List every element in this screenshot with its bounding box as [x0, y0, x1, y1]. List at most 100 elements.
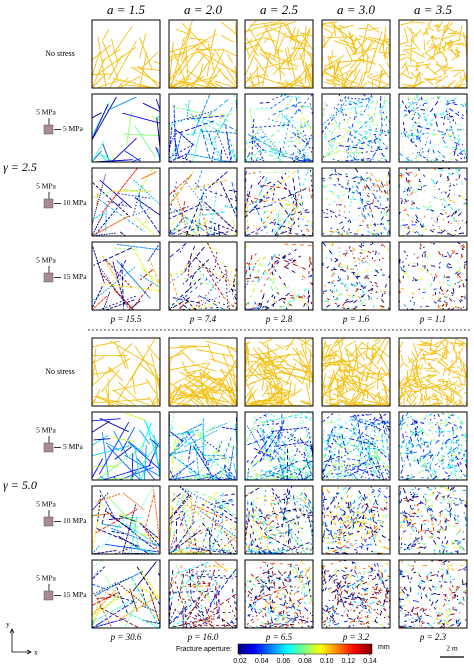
fracture: [380, 289, 383, 310]
fracture: [447, 212, 455, 224]
fracture: [91, 445, 132, 457]
fracture: [368, 128, 385, 134]
fracture: [407, 202, 414, 209]
fracture: [370, 526, 376, 542]
fracture: [452, 400, 458, 407]
fracture: [331, 568, 338, 574]
fracture: [433, 613, 443, 617]
panel-border: [244, 485, 314, 555]
panel-border: [321, 241, 391, 311]
fracture: [91, 356, 105, 364]
fracture: [398, 604, 406, 610]
fracture: [271, 273, 276, 292]
fracture: [369, 527, 379, 539]
fracture: [342, 366, 346, 396]
fracture: [333, 184, 352, 190]
fracture: [170, 401, 188, 407]
fracture: [459, 202, 467, 205]
fracture: [259, 427, 288, 456]
fracture: [353, 287, 374, 304]
fracture: [410, 116, 414, 122]
fracture: [406, 173, 418, 185]
fracture: [367, 99, 374, 110]
fracture: [434, 113, 439, 132]
fracture: [452, 218, 460, 225]
fracture: [379, 413, 391, 432]
fracture: [244, 43, 260, 77]
fracture: [91, 513, 98, 518]
fracture: [370, 486, 378, 505]
fracture: [427, 19, 433, 26]
fracture: [259, 293, 265, 311]
fracture: [412, 599, 426, 604]
fracture: [406, 56, 417, 63]
fracture: [370, 402, 388, 406]
fracture: [181, 263, 188, 276]
fracture: [421, 502, 423, 507]
fracture: [346, 534, 360, 536]
fracture: [321, 607, 329, 620]
fracture: [417, 188, 428, 192]
fracture: [172, 371, 197, 385]
fracture: [113, 381, 150, 392]
fracture: [307, 625, 314, 629]
fracture: [304, 64, 314, 82]
fracture: [445, 26, 457, 33]
fracture: [264, 603, 297, 628]
fracture: [363, 353, 379, 370]
fracture: [427, 374, 437, 377]
fracture: [415, 73, 419, 78]
fracture: [332, 368, 342, 394]
fracture: [168, 77, 192, 89]
fracture: [168, 174, 193, 196]
fracture: [260, 619, 297, 629]
fracture: [351, 458, 373, 471]
fracture: [414, 221, 427, 229]
fracture: [321, 376, 337, 399]
fracture: [109, 40, 137, 89]
fracture: [178, 44, 201, 76]
fracture: [455, 550, 463, 555]
fracture: [398, 548, 409, 553]
fracture: [356, 451, 362, 475]
fracture: [145, 530, 161, 555]
fracture: [421, 514, 426, 526]
fracture: [321, 581, 327, 594]
fracture: [291, 47, 305, 49]
fracture: [399, 525, 415, 535]
fracture: [443, 380, 458, 391]
fracture: [244, 541, 255, 555]
fracture: [345, 101, 363, 106]
fracture: [442, 253, 444, 265]
fracture: [404, 487, 417, 499]
fracture-panel: [168, 19, 238, 89]
fracture: [422, 442, 425, 457]
fracture: [91, 566, 106, 581]
fracture: [184, 132, 197, 136]
fracture: [420, 340, 433, 347]
fracture: [258, 102, 270, 104]
fracture: [260, 464, 284, 477]
fracture: [442, 206, 446, 213]
fracture: [437, 29, 443, 32]
fracture: [435, 451, 440, 459]
panel-frame: [92, 168, 160, 236]
fracture: [200, 361, 211, 378]
fracture: [445, 521, 460, 530]
fracture: [330, 230, 355, 237]
fracture: [431, 158, 434, 163]
fracture: [416, 148, 422, 162]
fracture: [195, 562, 207, 592]
fracture: [432, 492, 438, 495]
row-label: No stress: [45, 367, 75, 376]
fracture: [442, 21, 450, 36]
fracture: [446, 113, 454, 118]
fracture: [402, 134, 420, 137]
fracture: [439, 485, 452, 491]
fracture: [419, 380, 424, 384]
fracture: [361, 451, 387, 467]
fracture: [422, 383, 429, 387]
fracture: [411, 431, 425, 434]
fracture: [429, 456, 435, 468]
fracture: [445, 394, 448, 399]
